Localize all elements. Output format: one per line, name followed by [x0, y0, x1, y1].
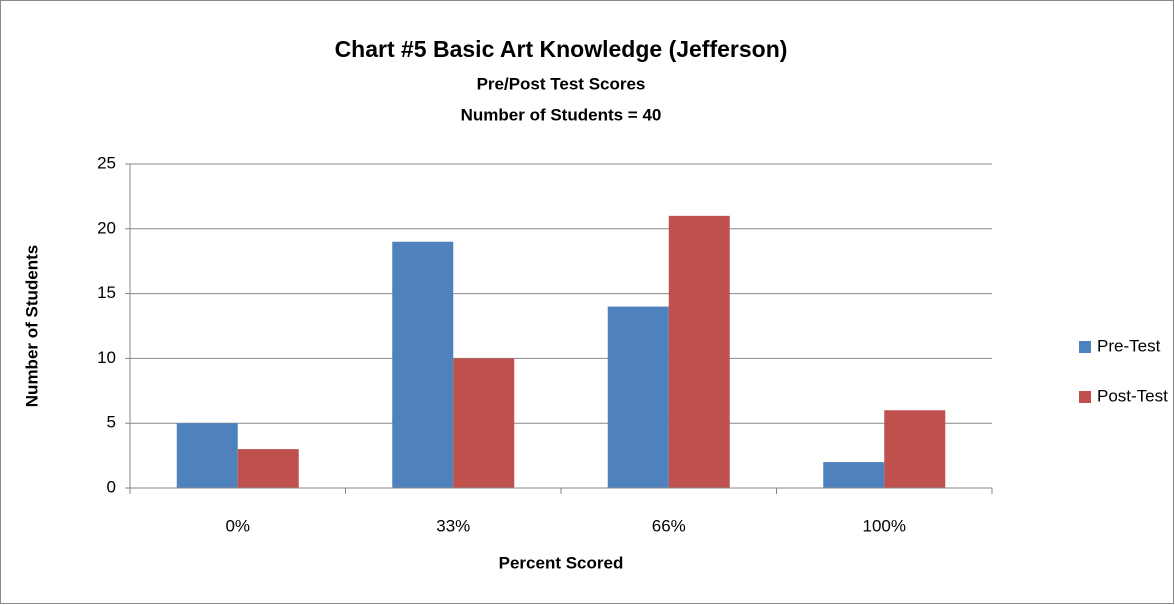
y-tick-label: 20: [97, 218, 116, 237]
x-tick-label: 100%: [863, 516, 906, 535]
x-tick-label: 33%: [436, 516, 470, 535]
y-tick-label: 0: [107, 477, 116, 496]
legend-swatch: [1079, 341, 1091, 353]
x-axis-title: Percent Scored: [499, 553, 624, 572]
y-axis-title: Number of Students: [22, 245, 41, 407]
legend-swatch: [1079, 391, 1091, 403]
y-tick-label: 10: [97, 348, 116, 367]
bar: [237, 449, 299, 488]
bar: [392, 241, 454, 488]
y-tick-label: 15: [97, 283, 116, 302]
legend-label: Pre-Test: [1097, 336, 1161, 355]
y-tick-label: 5: [107, 413, 116, 432]
bar: [453, 358, 515, 488]
bar: [884, 410, 946, 488]
chart-subtitle: Pre/Post Test Scores: [477, 74, 646, 93]
chart-subtitle: Number of Students = 40: [461, 105, 662, 124]
bar: [176, 423, 238, 488]
x-tick-label: 66%: [652, 516, 686, 535]
bar: [668, 215, 730, 488]
legend-label: Post-Test: [1097, 386, 1168, 405]
bar: [823, 462, 885, 488]
y-tick-label: 25: [97, 153, 116, 172]
bar: [607, 306, 669, 488]
x-tick-label: 0%: [225, 516, 250, 535]
chart-title: Chart #5 Basic Art Knowledge (Jefferson): [335, 36, 788, 62]
